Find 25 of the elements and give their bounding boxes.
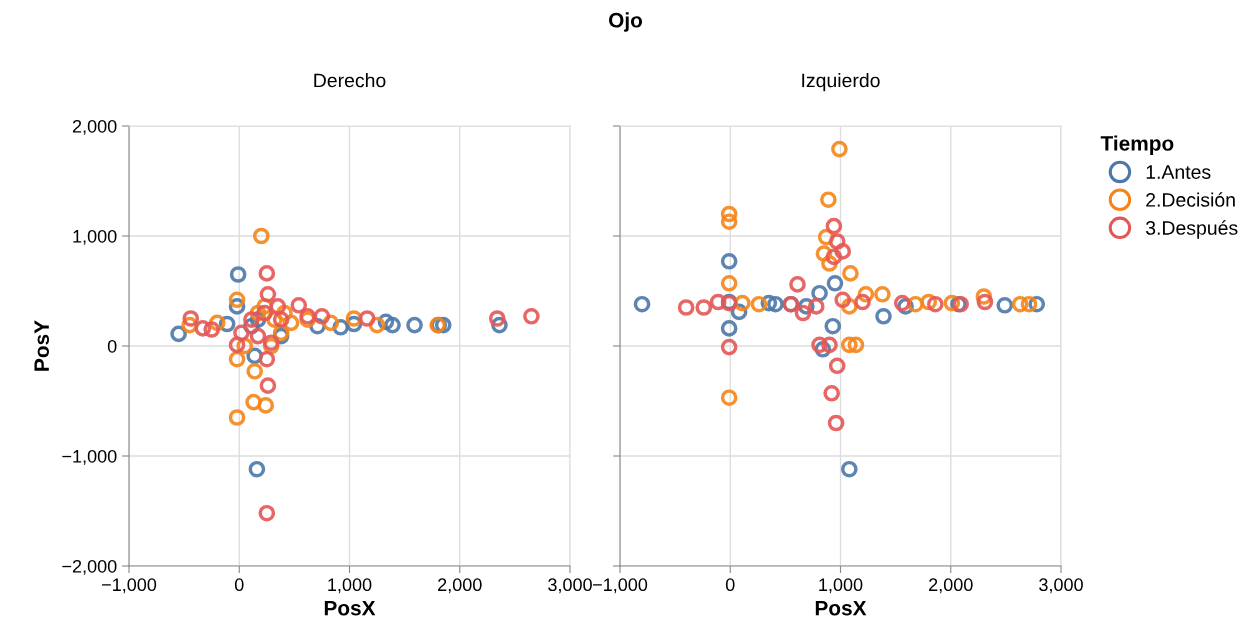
- y-axis-title: PosY: [34, 320, 50, 371]
- legend-label: 2.Decisión: [1146, 192, 1235, 207]
- x-tick-label: 1,000: [328, 578, 372, 594]
- legend-title: Tiempo: [1100, 135, 1174, 155]
- chart-title: Izquierdo: [802, 73, 880, 92]
- x-tick-label: 0: [234, 578, 244, 592]
- x-axis-title: PosX: [815, 600, 867, 616]
- x-tick-label: 0: [725, 578, 735, 592]
- legend-label: 3.Después: [1145, 220, 1238, 239]
- y-tick-label: −1,000: [62, 449, 117, 465]
- y-tick-label: 1,000: [73, 229, 117, 245]
- text: Ojo: [609, 12, 643, 32]
- x-tick-label: 3,000: [1039, 578, 1083, 594]
- y-tick-label: 2,000: [72, 119, 117, 135]
- y-tick-label: −2,000: [62, 559, 117, 575]
- chart-title: Derecho: [314, 73, 386, 88]
- x-tick-label: 3,000: [548, 578, 592, 594]
- x-tick-label: 2,000: [438, 578, 482, 594]
- x-tick-label: 2,000: [929, 578, 973, 594]
- x-tick-label: 1,000: [819, 578, 863, 594]
- legend-label: 1.Antes: [1146, 165, 1211, 179]
- x-axis-title: PosX: [324, 600, 376, 616]
- x-tick-label: −1,000: [593, 578, 648, 594]
- x-tick-label: −1,000: [102, 578, 157, 594]
- y-tick-label: 0: [107, 339, 117, 353]
